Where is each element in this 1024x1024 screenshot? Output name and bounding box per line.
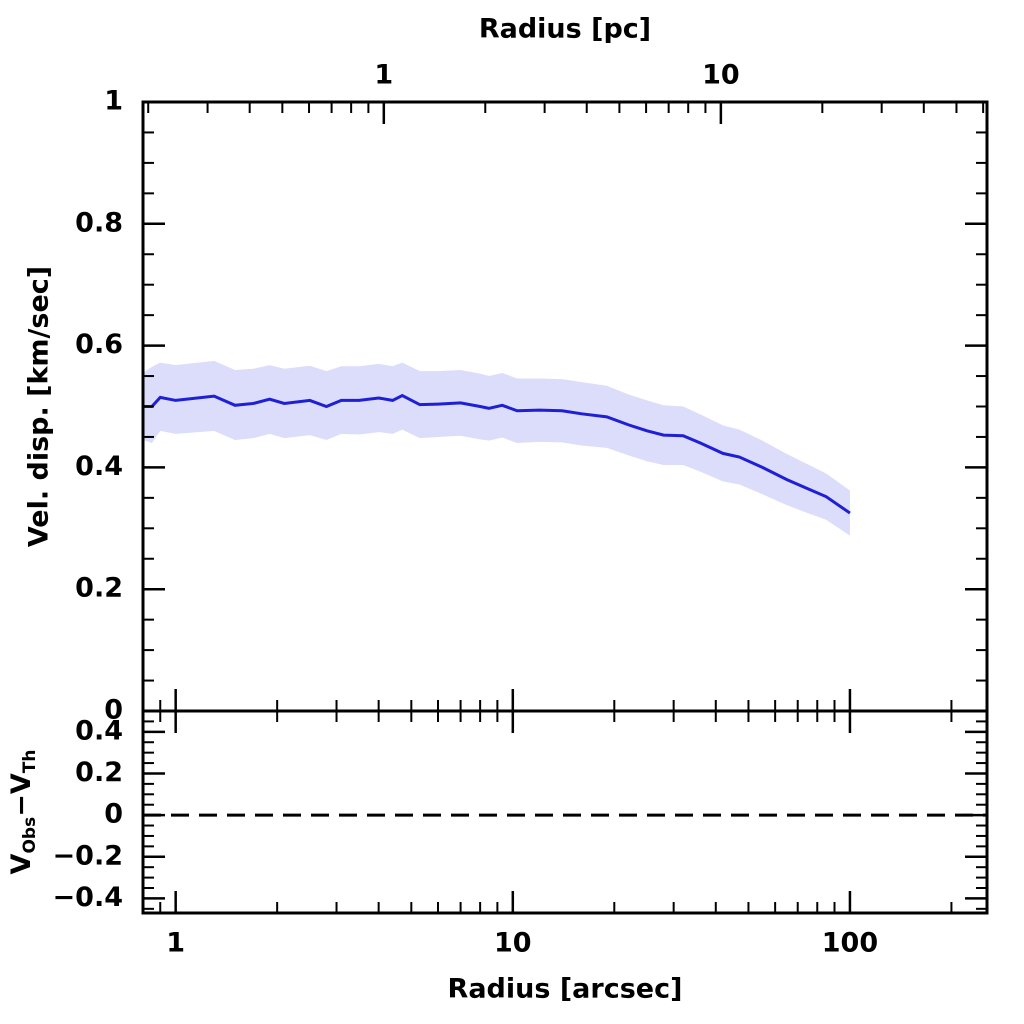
error-band [143, 360, 850, 536]
y-tick-label: −0.2 [53, 840, 123, 871]
y-tick-label: 1 [104, 86, 123, 117]
y-axis-label-part: −V [6, 773, 37, 817]
y-tick-label: −0.4 [53, 882, 123, 913]
y-axis-label-subscript: Th [20, 750, 40, 774]
y-tick-label: 0 [104, 799, 123, 830]
x-tick-label: 1 [166, 928, 185, 959]
y-axis-label-subscript: Obs [20, 817, 40, 854]
x2-tick-label: 1 [374, 60, 393, 91]
y-tick-label: 0.4 [75, 451, 123, 482]
x2-axis-label: Radius [pc] [479, 14, 651, 45]
y-tick-label: 0.8 [75, 207, 123, 238]
y-tick-label: 0.4 [75, 715, 123, 746]
x2-tick-label: 10 [702, 60, 740, 91]
y-axis-label: VObs−VTh [6, 750, 41, 875]
x-tick-label: 10 [494, 928, 532, 959]
plot-frame [141, 709, 989, 915]
x-tick-label: 100 [822, 928, 878, 959]
y-tick-label: 0.2 [75, 573, 123, 604]
y-axis-label-part: V [6, 853, 37, 874]
y-axis-label: Vel. disp. [km/sec] [24, 266, 55, 547]
y-tick-label: 0.2 [75, 757, 123, 788]
x-axis-label: Radius [arcsec] [448, 974, 683, 1005]
y-tick-label: 0 [104, 695, 123, 726]
y-tick-label: 0.6 [75, 329, 123, 360]
data-line [143, 393, 851, 515]
